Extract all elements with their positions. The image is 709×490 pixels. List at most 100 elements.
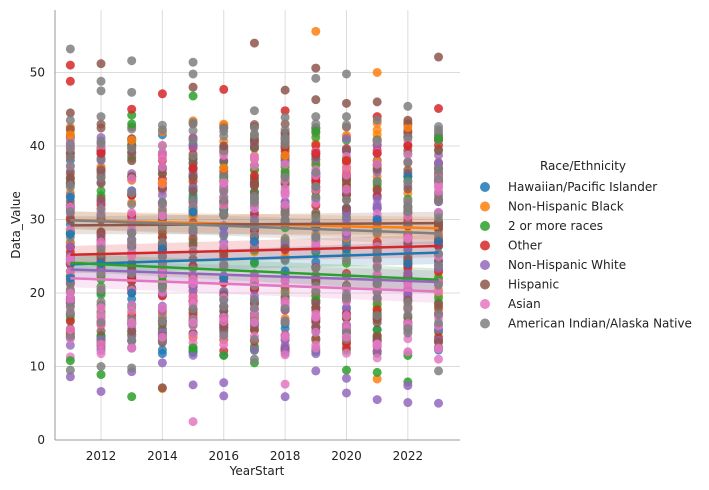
scatter-point [219, 229, 229, 239]
scatter-point [188, 330, 198, 340]
scatter-point [188, 234, 198, 244]
scatter-point [219, 170, 229, 180]
scatter-point [65, 288, 75, 298]
trend-line [70, 261, 439, 282]
scatter-point [249, 130, 259, 140]
scatter-point [157, 383, 167, 393]
scatter-point [311, 112, 321, 122]
scatter-point [157, 237, 167, 247]
scatter-point [434, 125, 444, 135]
scatter-point [249, 181, 259, 191]
scatter-point [188, 57, 198, 67]
scatter-point [65, 115, 75, 125]
scatter-point [188, 380, 198, 390]
scatter-point [188, 186, 198, 196]
scatter-point [372, 159, 382, 169]
scatter-point [311, 182, 321, 192]
scatter-point [403, 310, 413, 320]
scatter-point [65, 182, 75, 192]
trend-line [70, 218, 439, 235]
scatter-point [249, 345, 259, 355]
scatter-point [127, 104, 137, 114]
scatter-point [372, 253, 382, 263]
scatter-point [311, 95, 321, 105]
scatter-point [280, 296, 290, 306]
scatter-point [127, 326, 137, 336]
scatter-point [434, 344, 444, 354]
legend-label: Hispanic [508, 278, 559, 292]
scatter-point [434, 237, 444, 247]
scatter-point [372, 395, 382, 405]
scatter-point [127, 156, 137, 166]
scatter-point [280, 85, 290, 95]
scatter-point [65, 325, 75, 335]
scatter-point [157, 252, 167, 262]
scatter-point [219, 350, 229, 360]
scatter-point [96, 386, 106, 396]
scatter-point [157, 162, 167, 172]
scatter-point [219, 273, 229, 283]
scatter-point [188, 417, 198, 427]
legend-marker [480, 260, 490, 270]
scatter-point [219, 141, 229, 151]
y-axis-title: Data_Value [9, 191, 23, 259]
scatter-point [311, 126, 321, 136]
scatter-point [219, 241, 229, 251]
scatter-point [188, 293, 198, 303]
scatter-point [403, 202, 413, 212]
scatter-point [372, 136, 382, 146]
scatter-point [96, 370, 106, 380]
scatter-point [127, 174, 137, 184]
legend-label: 2 or more races [508, 219, 603, 233]
scatter-point [372, 214, 382, 224]
scatter-point [96, 148, 106, 158]
scatter-point [280, 172, 290, 182]
scatter-point [249, 295, 259, 305]
scatter-point [188, 343, 198, 353]
scatter-point [127, 188, 137, 198]
scatter-point [65, 192, 75, 202]
scatter-point [311, 231, 321, 241]
scatter-point [341, 282, 351, 292]
scatter-point [157, 244, 167, 254]
scatter-point [341, 373, 351, 383]
scatter-point [372, 176, 382, 186]
scatter-point [65, 365, 75, 375]
scatter-point [96, 285, 106, 295]
legend-label: Asian [508, 297, 541, 311]
scatter-point [403, 234, 413, 244]
scatter-point [96, 211, 106, 221]
scatter-point [96, 59, 106, 69]
scatter-point [372, 67, 382, 77]
scatter-point [341, 163, 351, 173]
legend-marker [480, 240, 490, 251]
legend-label: American Indian/Alaska Native [508, 317, 692, 331]
scatter-point [157, 316, 167, 326]
scatter-point [434, 260, 444, 270]
scatter-point [280, 392, 290, 402]
scatter-point [127, 317, 137, 327]
scatter-point [188, 91, 198, 101]
scatter-point [311, 303, 321, 313]
trend-line [70, 221, 439, 227]
scatter-point [434, 134, 444, 144]
scatter-point [341, 69, 351, 79]
scatter-point [127, 119, 137, 129]
scatter-point [188, 317, 198, 327]
legend-label: Hawaiian/Pacific Islander [508, 180, 657, 194]
scatter-point [403, 347, 413, 357]
scatter-point [403, 150, 413, 160]
scatter-point [280, 112, 290, 122]
legend-marker [480, 221, 490, 231]
scatter-point [127, 306, 137, 316]
x-tick-label: 2012 [86, 449, 117, 463]
scatter-point [280, 140, 290, 150]
scatter-point [280, 317, 290, 327]
scatter-point [372, 318, 382, 328]
legend: Race/Ethnicity Hawaiian/Pacific Islander… [480, 159, 692, 331]
scatter-point [65, 308, 75, 318]
scatter-point [96, 76, 106, 86]
legend-title: Race/Ethnicity [540, 159, 626, 173]
scatter-point [188, 196, 198, 206]
scatter-point [403, 115, 413, 125]
